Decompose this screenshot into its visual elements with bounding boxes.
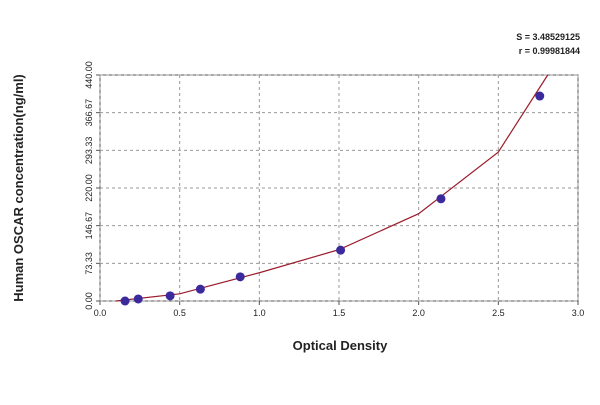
data-point xyxy=(165,291,175,301)
data-point xyxy=(133,294,143,304)
data-point xyxy=(535,91,545,101)
y-tick-label: 146.67 xyxy=(84,212,94,240)
y-axis-title: Human OSCAR concentration(ng/ml) xyxy=(11,74,26,302)
x-tick-label: 2.0 xyxy=(412,308,425,318)
data-point xyxy=(120,296,130,306)
x-tick-label: 1.0 xyxy=(253,308,266,318)
y-tick-label: 73.33 xyxy=(84,252,94,275)
y-tick-label: 220.00 xyxy=(84,174,94,202)
x-tick-label: 2.5 xyxy=(492,308,505,318)
x-tick-label: 0.0 xyxy=(94,308,107,318)
x-tick-label: 3.0 xyxy=(572,308,585,318)
y-tick-label: 440.00 xyxy=(84,61,94,89)
data-point xyxy=(235,272,245,282)
x-tick-label: 0.5 xyxy=(173,308,186,318)
x-axis-title: Optical Density xyxy=(293,338,388,353)
y-tick-label: 0.00 xyxy=(84,292,94,310)
data-point xyxy=(195,284,205,294)
data-point xyxy=(436,194,446,204)
annotation: r = 0.99981844 xyxy=(519,46,580,56)
y-tick-label: 366.67 xyxy=(84,99,94,127)
x-tick-label: 1.5 xyxy=(333,308,346,318)
annotation: S = 3.48529125 xyxy=(516,32,580,42)
data-point xyxy=(336,245,346,255)
y-tick-label: 293.33 xyxy=(84,137,94,165)
